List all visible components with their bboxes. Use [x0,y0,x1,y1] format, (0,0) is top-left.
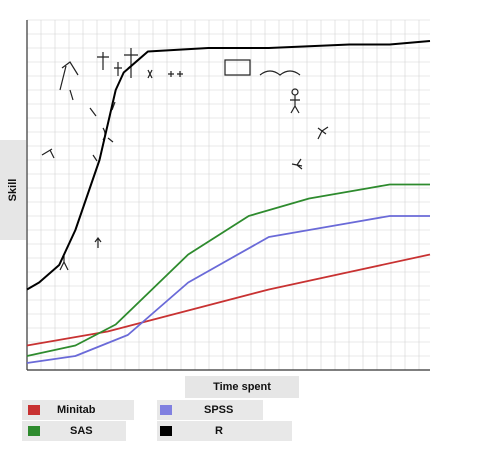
legend-bg-r [157,421,292,441]
legend-bg-spss [157,400,263,420]
falling-figures-doodle [41,89,116,162]
series-line-minitab [26,253,431,347]
series-line-spss [26,215,430,364]
legend-label-spss: SPSS [204,404,234,416]
series-layer [26,40,431,364]
train-doodle [224,59,251,76]
doodles [41,48,329,271]
legend-swatch-r [160,426,172,436]
ground-figure-doodle [59,237,102,271]
cannon-doodle [59,61,79,91]
series-line-sas [26,183,430,357]
legend-swatch-minitab [28,405,40,415]
legend-swatch-sas [28,426,40,436]
y-axis-label-box [0,140,26,240]
crosses-doodle [97,48,183,79]
legend-item-minitab: Minitab [28,400,96,420]
legend-item-r: R [160,421,223,441]
legend-bg-minitab [22,400,134,420]
series-line-r [26,40,431,291]
legend-label-minitab: Minitab [57,404,96,416]
legend-label-sas: SAS [70,425,93,437]
figure-doodle [290,88,300,114]
figure3-doodle [291,158,303,170]
legend-label-r: R [215,425,223,437]
y-axis-label: Skill [7,178,19,202]
x-axis-label-box [185,376,299,398]
legend-item-spss: SPSS [160,400,233,420]
legend-item-sas: SAS [28,421,93,441]
legend: Minitab SAS SPSS R [22,400,292,442]
figure2-doodle [317,126,329,140]
legend-bg-sas [22,421,126,441]
legend-swatch-spss [160,405,172,415]
grid-lines [26,19,430,371]
rocks-doodle [259,70,301,76]
x-axis-label: Time spent [213,381,271,393]
